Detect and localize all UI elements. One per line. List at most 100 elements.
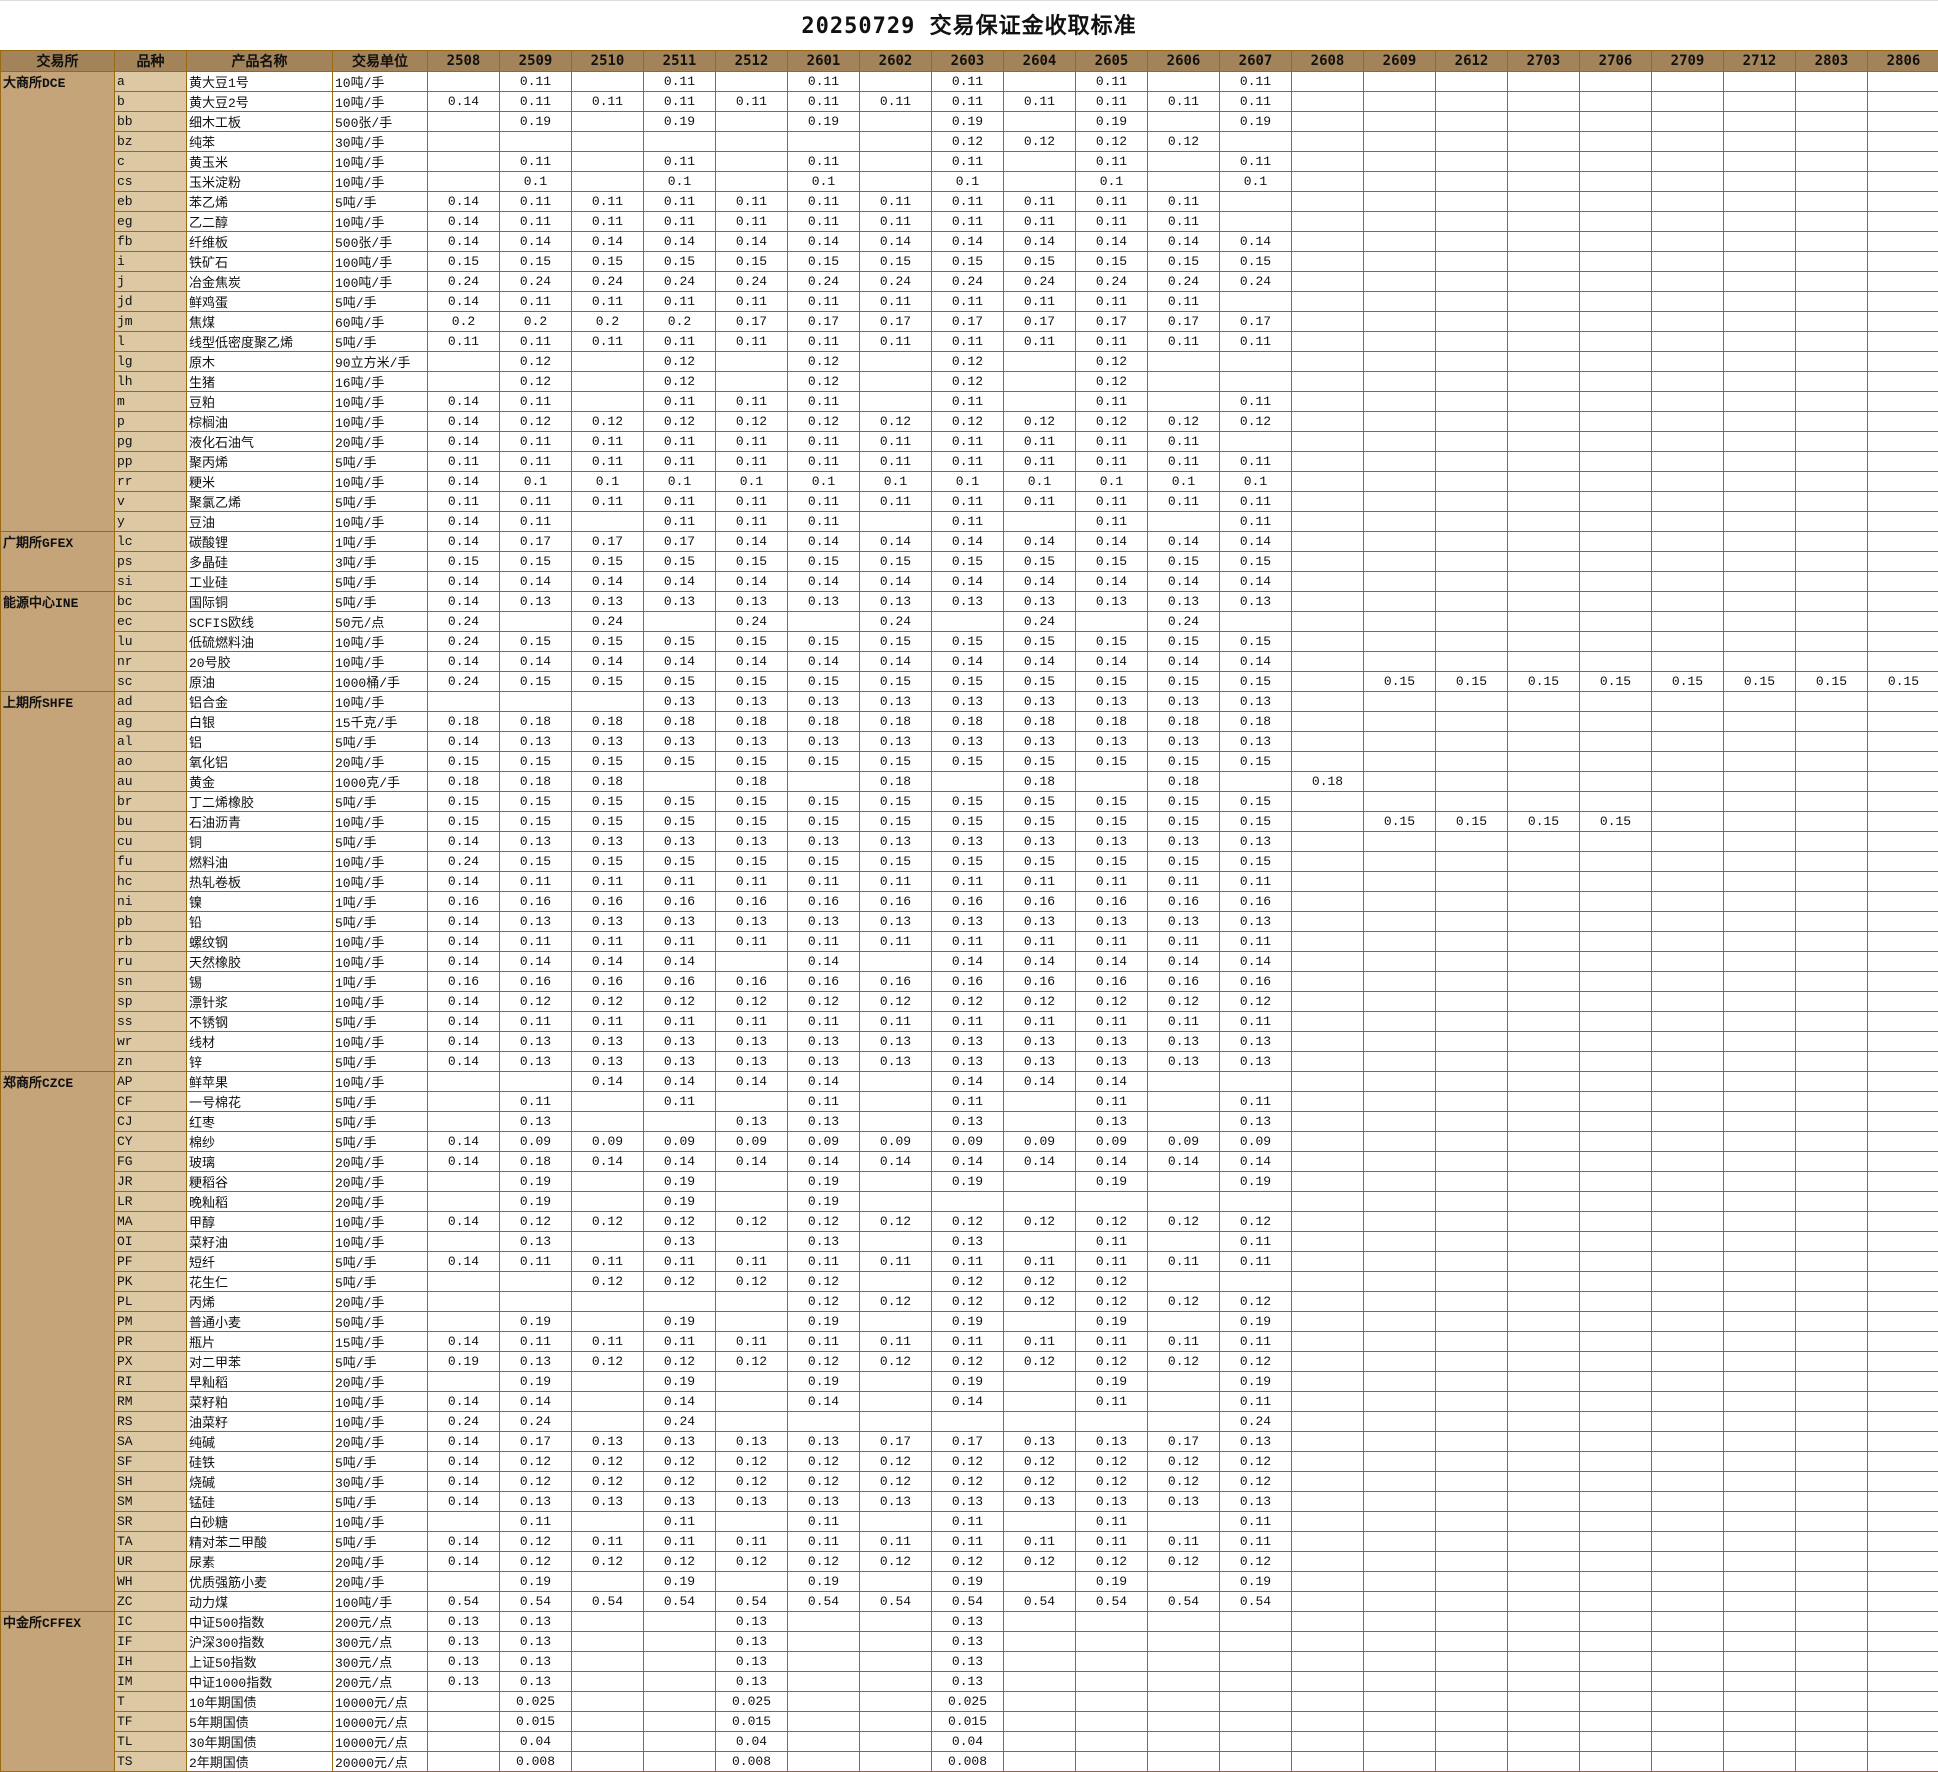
margin-rate-cell (1724, 992, 1796, 1012)
margin-rate-cell (860, 1512, 932, 1532)
margin-rate-cell: 0.18 (1148, 712, 1220, 732)
margin-rate-cell: 0.13 (500, 592, 572, 612)
margin-rate-cell (1508, 1252, 1580, 1272)
margin-rate-cell: 0.14 (788, 652, 860, 672)
margin-rate-cell (1364, 72, 1436, 92)
margin-rate-cell: 0.13 (788, 832, 860, 852)
margin-rate-cell: 0.13 (572, 1052, 644, 1072)
margin-rate-cell: 0.15 (860, 632, 932, 652)
margin-rate-cell (572, 152, 644, 172)
margin-rate-cell (1364, 1212, 1436, 1232)
margin-rate-cell: 0.54 (932, 1592, 1004, 1612)
margin-rate-cell (1796, 1672, 1868, 1692)
margin-rate-cell: 0.15 (1004, 792, 1076, 812)
margin-rate-cell: 0.11 (644, 492, 716, 512)
margin-rate-cell (1796, 1392, 1868, 1412)
margin-rate-cell: 0.13 (644, 832, 716, 852)
margin-rate-cell: 0.14 (1148, 232, 1220, 252)
margin-rate-cell: 0.13 (644, 1032, 716, 1052)
margin-rate-cell (1796, 1272, 1868, 1292)
margin-rate-cell: 0.12 (644, 1472, 716, 1492)
margin-rate-cell (1724, 1392, 1796, 1412)
margin-rate-cell (1436, 1212, 1508, 1232)
trading-unit-cell: 5吨/手 (333, 832, 428, 852)
margin-rate-cell: 0.11 (1148, 492, 1220, 512)
margin-rate-cell: 0.13 (572, 912, 644, 932)
margin-rate-cell: 0.13 (788, 692, 860, 712)
margin-rate-cell: 0.15 (644, 852, 716, 872)
margin-rate-cell (1580, 712, 1652, 732)
margin-rate-cell: 0.54 (572, 1592, 644, 1612)
margin-rate-cell: 0.24 (716, 272, 788, 292)
margin-rate-cell (1508, 212, 1580, 232)
margin-rate-cell (1364, 1152, 1436, 1172)
margin-rate-cell: 0.13 (644, 1432, 716, 1452)
margin-rate-cell (1004, 372, 1076, 392)
margin-rate-cell: 0.12 (500, 1472, 572, 1492)
margin-rate-cell: 0.15 (428, 752, 500, 772)
margin-rate-cell: 0.15 (500, 792, 572, 812)
month-header: 2509 (500, 51, 572, 72)
product-code-cell: br (115, 792, 187, 812)
margin-rate-cell: 0.15 (644, 672, 716, 692)
margin-rate-cell (1580, 1552, 1652, 1572)
margin-rate-cell (1508, 692, 1580, 712)
margin-rate-cell (572, 172, 644, 192)
margin-rate-cell (1796, 1232, 1868, 1252)
margin-rate-cell (428, 1572, 500, 1592)
margin-rate-cell (1796, 1052, 1868, 1072)
margin-rate-cell: 0.11 (572, 1332, 644, 1352)
product-code-cell: p (115, 412, 187, 432)
margin-rate-cell: 0.13 (1004, 1032, 1076, 1052)
margin-rate-cell: 0.13 (788, 1032, 860, 1052)
margin-rate-cell (1508, 552, 1580, 572)
margin-rate-cell (1436, 1372, 1508, 1392)
margin-rate-cell: 0.12 (644, 1452, 716, 1472)
margin-rate-cell (1868, 212, 1938, 232)
margin-rate-cell (1580, 432, 1652, 452)
margin-rate-cell (1724, 772, 1796, 792)
margin-rate-cell: 0.15 (1724, 672, 1796, 692)
margin-rate-cell: 0.12 (716, 1272, 788, 1292)
margin-rate-cell (1364, 852, 1436, 872)
margin-rate-cell (1436, 1592, 1508, 1612)
margin-rate-cell: 0.11 (1076, 392, 1148, 412)
margin-rate-cell: 0.12 (1004, 412, 1076, 432)
margin-rate-cell: 0.11 (1148, 212, 1220, 232)
margin-rate-cell: 0.15 (1364, 672, 1436, 692)
margin-rate-cell (1436, 1232, 1508, 1252)
margin-rate-cell (428, 1172, 500, 1192)
margin-rate-cell (716, 952, 788, 972)
margin-rate-cell (1724, 632, 1796, 652)
margin-rate-cell: 0.24 (860, 272, 932, 292)
margin-rate-cell (1508, 252, 1580, 272)
margin-rate-cell (1364, 1432, 1436, 1452)
product-code-cell: TF (115, 1712, 187, 1732)
margin-rate-cell (1868, 632, 1938, 652)
margin-rate-cell: 0.15 (644, 812, 716, 832)
margin-rate-cell (1364, 1412, 1436, 1432)
margin-rate-cell (1148, 1392, 1220, 1412)
margin-rate-cell: 0.13 (1220, 832, 1292, 852)
margin-rate-cell (1868, 1092, 1938, 1112)
margin-rate-cell: 0.15 (500, 852, 572, 872)
margin-rate-cell (1796, 972, 1868, 992)
margin-rate-cell (1436, 1272, 1508, 1292)
margin-rate-cell (1148, 1572, 1220, 1592)
margin-rate-cell (1004, 1092, 1076, 1112)
margin-rate-cell (1868, 452, 1938, 472)
margin-rate-cell: 0.1 (860, 472, 932, 492)
margin-rate-cell: 0.11 (428, 452, 500, 472)
margin-rate-cell: 0.11 (1004, 1012, 1076, 1032)
trading-unit-cell: 10吨/手 (333, 652, 428, 672)
margin-rate-cell (1220, 372, 1292, 392)
margin-rate-cell: 0.11 (500, 392, 572, 412)
margin-rate-cell: 0.14 (428, 392, 500, 412)
margin-rate-cell (1436, 1632, 1508, 1652)
margin-rate-cell (860, 112, 932, 132)
margin-rate-cell (1796, 752, 1868, 772)
margin-rate-cell (1724, 372, 1796, 392)
margin-rate-cell: 0.13 (860, 732, 932, 752)
